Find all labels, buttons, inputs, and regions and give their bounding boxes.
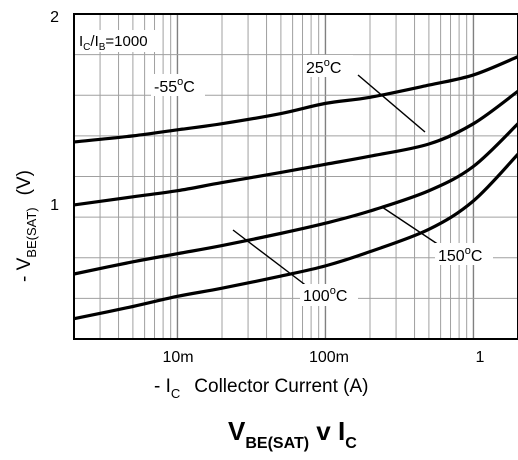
series-label-m55: -55oC [154,76,195,96]
series-line-2 [73,122,518,276]
x-tick-label-100m: 100m [309,349,349,366]
leader-line-25 [357,74,426,133]
plot-frame [73,13,518,340]
series-label-bg-100 [300,284,358,306]
label-leader-lines [232,74,443,291]
y-axis-label: - VBE(SAT)(V) [14,170,39,282]
grid [73,14,518,339]
series-lines [73,55,518,321]
series-label-150: 150oC [438,245,482,265]
condition-label-bg [76,30,156,52]
y-tick-label-1: 1 [50,197,59,214]
series-line-1 [73,89,518,207]
series-line-3 [73,153,518,321]
series-label-100: 100oC [303,285,347,305]
x-tick-label-10m: 10m [162,349,193,366]
leader-line-150 [381,206,443,248]
chart-title: VBE(SAT) v IC [228,416,357,452]
x-tick-label-1: 1 [476,349,485,366]
series-label-bg-150 [435,243,493,265]
x-axis-label: - IC Collector Current (A) [154,376,369,401]
series-label-bg-m55 [151,74,205,96]
leader-line-100 [232,229,313,291]
series-label-25: 25oC [306,57,341,77]
series-line-0 [73,55,518,144]
condition-label: IC/IB=1000 [79,33,148,53]
series-label-bg-25 [303,55,353,77]
y-tick-label-2: 2 [50,9,59,26]
